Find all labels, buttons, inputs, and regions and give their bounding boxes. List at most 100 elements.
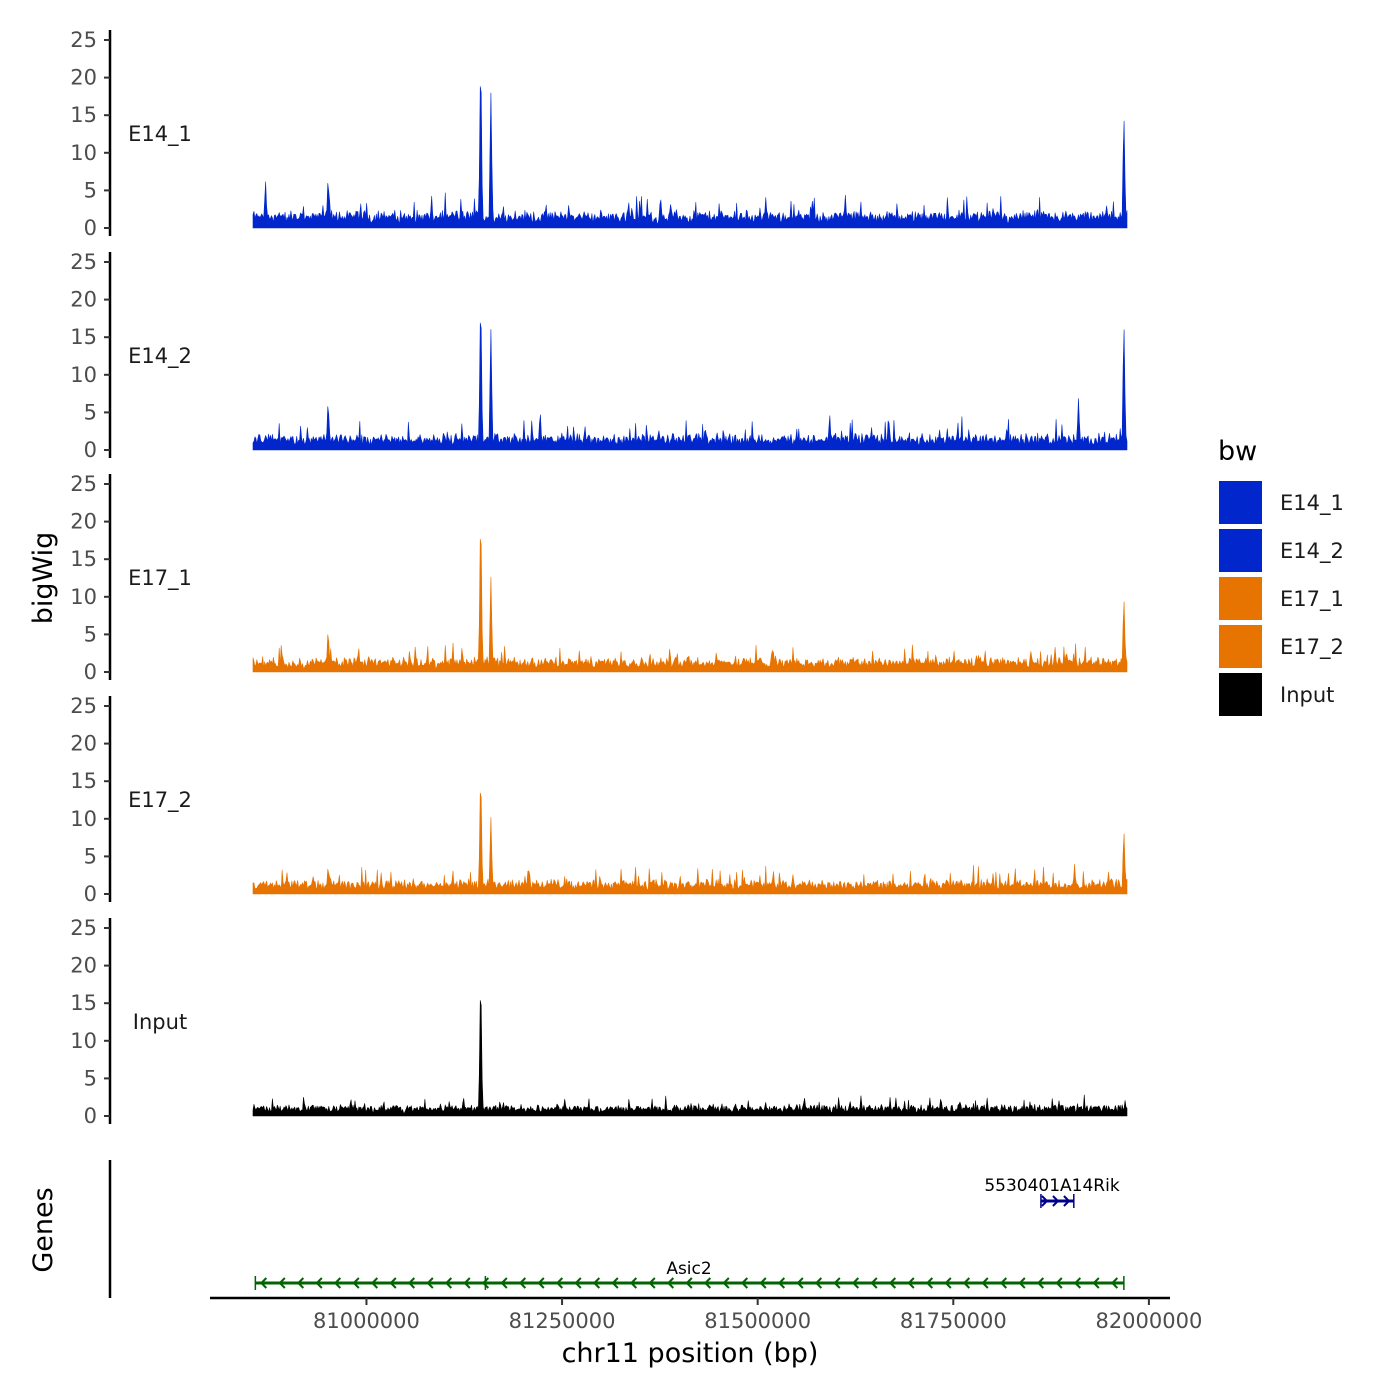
legend: bw E14_1 E14_2 E17_1 E17_2 Input (1217, 436, 1344, 718)
strand-arrow-icon (537, 1277, 545, 1289)
y-tick-label: 15 (70, 103, 97, 127)
strand-arrow-icon (352, 1277, 360, 1289)
y-tick-label: 15 (70, 769, 97, 793)
legend-swatch (1217, 575, 1264, 622)
y-tick-label: 15 (70, 547, 97, 571)
gene-5530401A14Rik: 5530401A14Rik (984, 1176, 1120, 1208)
strand-arrow-icon (703, 1277, 712, 1289)
strand-arrow-icon (1092, 1277, 1100, 1289)
strand-arrow-icon (333, 1277, 342, 1289)
strand-arrow-icon (666, 1277, 675, 1289)
strand-arrow-icon (574, 1277, 582, 1289)
strand-arrow-icon (907, 1277, 915, 1289)
gene-label: 5530401A14Rik (984, 1176, 1120, 1196)
legend-item: E17_1 (1217, 575, 1344, 622)
y-tick-label: 25 (70, 472, 97, 496)
y-tick-label: 20 (70, 510, 97, 534)
track-label: Input (133, 1010, 187, 1034)
strand-arrow-icon (981, 1277, 989, 1289)
gene-label: Asic2 (666, 1259, 711, 1279)
track-label: E17_2 (128, 788, 192, 813)
strand-arrow-icon (999, 1277, 1008, 1289)
track-Input: 0 5 10 15 20 25 Input (70, 916, 1128, 1128)
strand-arrow-icon (962, 1277, 971, 1289)
strand-arrow-icon (407, 1277, 416, 1289)
y-tick-label: 20 (70, 288, 97, 312)
strand-arrow-icon (555, 1277, 564, 1289)
y-tick-label: 10 (70, 585, 97, 609)
x-tick-label: 81750000 (900, 1309, 1007, 1333)
signal-area-E14_2 (252, 322, 1128, 451)
x-tick-label: 81250000 (509, 1309, 616, 1333)
strand-arrow-icon (925, 1277, 934, 1289)
strand-arrow-icon (833, 1277, 841, 1289)
track-E17_1: 0 5 10 15 20 25 E17_1 (70, 472, 1128, 684)
x-axis-title: chr11 position (bp) (562, 1338, 819, 1369)
y-tick-label: 10 (70, 1029, 97, 1053)
y-tick-label: 0 (84, 216, 97, 240)
y-tick-label: 5 (84, 178, 97, 202)
track-label: E17_1 (128, 566, 192, 591)
genes-axis-title: Genes (28, 1187, 59, 1272)
strand-arrow-icon (629, 1277, 638, 1289)
signal-area-E17_2 (252, 792, 1128, 895)
strand-arrow-icon (814, 1277, 823, 1289)
legend-swatch (1217, 623, 1264, 670)
y-tick-label: 5 (84, 1066, 97, 1090)
legend-label: E17_2 (1280, 635, 1344, 660)
strand-arrow-icon (870, 1277, 878, 1289)
legend-item: E17_2 (1217, 623, 1344, 670)
legend-label: E14_2 (1280, 539, 1344, 564)
signal-area-E14_1 (252, 86, 1128, 229)
legend-item: Input (1217, 671, 1334, 718)
signal-area-E17_1 (252, 538, 1128, 673)
strand-arrow-icon (722, 1277, 730, 1289)
legend-swatch (1217, 671, 1264, 718)
y-tick-label: 15 (70, 991, 97, 1015)
strand-arrow-icon (1052, 1195, 1060, 1207)
strand-arrow-icon (685, 1277, 693, 1289)
genes-track: 5530401A14Rik Asic2 (108, 1160, 1125, 1298)
strand-arrow-icon (592, 1277, 601, 1289)
track-E14_2: 0 5 10 15 20 25 E14_2 (70, 250, 1128, 462)
legend-item: E14_1 (1217, 479, 1344, 526)
strand-arrow-icon (500, 1277, 508, 1289)
legend-label: Input (1280, 683, 1334, 707)
strand-arrow-icon (851, 1277, 860, 1289)
y-tick-label: 20 (70, 66, 97, 90)
y-tick-label: 25 (70, 28, 97, 52)
strand-arrow-icon (1036, 1277, 1045, 1289)
track-E17_2: 0 5 10 15 20 25 E17_2 (70, 694, 1128, 906)
x-axis: 81000000 81250000 81500000 81750000 82000000 (210, 1296, 1202, 1333)
y-tick-label: 0 (84, 438, 97, 462)
y-axis-title: bigWig (28, 532, 59, 625)
strand-arrow-icon (777, 1277, 786, 1289)
x-tick-label: 82000000 (1095, 1309, 1202, 1333)
x-tick-label: 81000000 (313, 1309, 420, 1333)
strand-arrow-icon (611, 1277, 619, 1289)
strand-arrow-icon (463, 1277, 471, 1289)
signal-tracks: 0 5 10 15 20 25 E14_1 0 5 10 15 20 25 E14_2 0 5 10 15 20 25… (70, 28, 1128, 1128)
strand-arrow-icon (518, 1277, 527, 1289)
legend-swatch (1217, 527, 1264, 574)
y-tick-label: 5 (84, 622, 97, 646)
y-tick-label: 0 (84, 1104, 97, 1128)
strand-arrow-icon (259, 1277, 268, 1289)
y-tick-label: 25 (70, 250, 97, 274)
strand-arrow-icon (1073, 1277, 1082, 1289)
strand-arrow-icon (426, 1277, 434, 1289)
strand-arrow-icon (648, 1277, 656, 1289)
y-tick-label: 10 (70, 141, 97, 165)
y-tick-label: 0 (84, 660, 97, 684)
track-label: E14_1 (128, 122, 192, 147)
strand-arrow-icon (315, 1277, 323, 1289)
strand-arrow-icon (1110, 1277, 1119, 1289)
strand-arrow-icon (944, 1277, 952, 1289)
y-tick-label: 25 (70, 916, 97, 940)
y-tick-label: 10 (70, 807, 97, 831)
legend-swatch (1217, 479, 1264, 526)
signal-area-Input (252, 1000, 1128, 1117)
y-tick-label: 5 (84, 400, 97, 424)
track-E14_1: 0 5 10 15 20 25 E14_1 (70, 28, 1128, 240)
